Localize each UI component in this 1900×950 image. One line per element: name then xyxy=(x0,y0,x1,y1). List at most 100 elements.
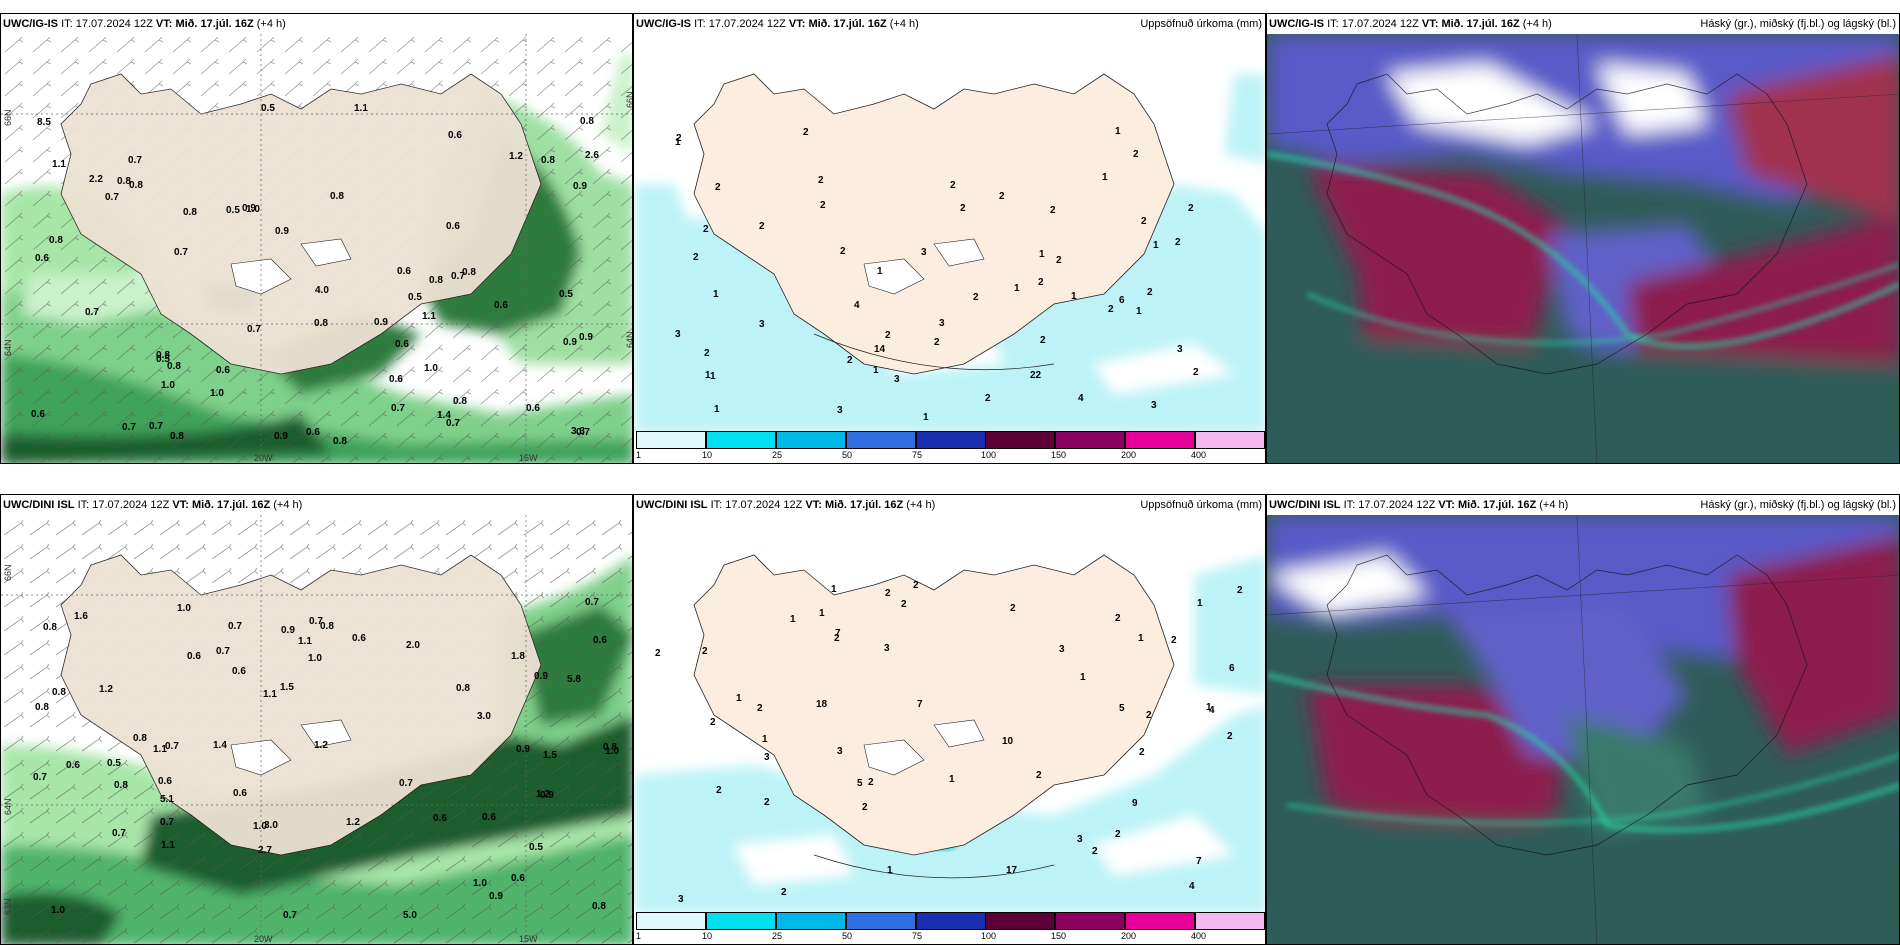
map-value-label: 0.8 xyxy=(592,901,606,912)
map-value-label: 4 xyxy=(854,300,860,311)
colorbar-segment xyxy=(916,912,986,930)
map-value-label: 2 xyxy=(703,224,709,235)
colorbar-segment xyxy=(1055,431,1125,449)
map-value-label: 1.5 xyxy=(280,682,294,693)
map-value-label: 0.6 xyxy=(395,339,409,350)
map-value-label: 0.6 xyxy=(593,635,607,646)
map-value-label: 6 xyxy=(1119,295,1125,306)
map-value-label: 1.2 xyxy=(346,817,360,828)
map-value-label: 0.7 xyxy=(105,192,119,203)
map-value-label: 22 xyxy=(1030,370,1042,381)
panel-header: UWC/DINI ISL IT: 17.07.2024 12Z VT: Mið.… xyxy=(1,495,632,515)
map-value-label: 3 xyxy=(675,329,681,340)
map-value-label: 0.5 xyxy=(156,354,170,365)
lon-label: 15W xyxy=(519,453,538,463)
map-value-label: 2 xyxy=(999,191,1005,202)
map-value-label: 2 xyxy=(1115,613,1121,624)
map-value-label: 2.6 xyxy=(585,150,599,161)
map-value-label: 4 xyxy=(1078,393,1084,404)
map-value-label: 0.8 xyxy=(129,180,143,191)
map-value-label: 1 xyxy=(705,370,711,381)
colorbar-segment xyxy=(916,431,986,449)
it-label: IT: xyxy=(1343,499,1356,511)
map-value-label: 1 xyxy=(831,584,837,595)
wind-map xyxy=(1,34,632,463)
map-value-label: 2 xyxy=(960,203,966,214)
map-value-label: 1.0 xyxy=(473,878,487,889)
map-value-label: 0.9 xyxy=(573,181,587,192)
map-value-label: 0.7 xyxy=(576,427,590,438)
colorbar-tick: 100 xyxy=(981,450,997,460)
colorbar-segment xyxy=(1195,431,1265,449)
map-value-label: 0.8 xyxy=(43,622,57,633)
map-value-label: 2 xyxy=(1141,216,1147,227)
wind-map xyxy=(1,515,632,944)
colorbar-tick: 1 xyxy=(636,931,642,941)
map-value-label: 3 xyxy=(764,752,770,763)
map-value-label: 0.7 xyxy=(451,271,465,282)
map-value-label: 0.6 xyxy=(35,253,49,264)
colorbar-segment xyxy=(1125,912,1195,930)
map-value-label: 1 xyxy=(1206,702,1212,713)
map-value-label: 0.6 xyxy=(433,813,447,824)
map-value-label: 2 xyxy=(1038,277,1044,288)
map-value-label: 6 xyxy=(1229,663,1235,674)
map-value-label: 1 xyxy=(1071,291,1077,302)
map-value-label: 17 xyxy=(1006,865,1018,876)
map-value-label: 0.9 xyxy=(274,431,288,442)
map-value-label: 1 xyxy=(675,137,681,148)
map-value-label: 2 xyxy=(1108,304,1114,315)
colorbar-tick: 150 xyxy=(1051,931,1067,941)
lat-label: 66N xyxy=(3,109,13,126)
map-value-label: 2 xyxy=(1115,829,1121,840)
panel-header: UWC/DINI ISL IT: 17.07.2024 12Z VT: Mið.… xyxy=(1267,495,1899,515)
map-value-label: 0.8 xyxy=(603,742,617,753)
map-value-label: 5.1 xyxy=(160,794,174,805)
map-value-label: 2.2 xyxy=(89,174,103,185)
map-value-label: 3.0 xyxy=(477,711,491,722)
colorbar-tick: 150 xyxy=(1051,450,1067,460)
map-value-label: 1 xyxy=(714,404,720,415)
map-value-label: 0.7 xyxy=(228,621,242,632)
map-value-label: 14 xyxy=(874,344,886,355)
map-value-label: 2 xyxy=(973,292,979,303)
map-value-label: 0.6 xyxy=(526,403,540,414)
map-value-label: 2 xyxy=(1036,770,1042,781)
map-value-label: 2 xyxy=(1188,203,1194,214)
panel-header: UWC/IG-IS IT: 17.07.2024 12Z VT: Mið. 17… xyxy=(1267,14,1899,34)
precip-panel-bottom: UWC/DINI ISL IT: 17.07.2024 12Z VT: Mið.… xyxy=(633,494,1266,945)
lead-time: (+4 h) xyxy=(906,499,936,511)
map-value-label: 2.7 xyxy=(258,845,272,856)
map-value-label: 0.8 xyxy=(52,687,66,698)
map-value-label: 2 xyxy=(868,777,874,788)
map-value-label: 0.8 xyxy=(35,702,49,713)
map-value-label: 2 xyxy=(1147,287,1153,298)
map-value-label: 3 xyxy=(939,318,945,329)
map-value-label: 2 xyxy=(885,330,891,341)
colorbar: 1 10 25 50 75 100 150 200 400 xyxy=(634,431,1265,463)
map-value-label: 1 xyxy=(1136,306,1142,317)
lat-label: 64N xyxy=(3,798,13,815)
colorbar-tick: 200 xyxy=(1121,450,1137,460)
map-value-label: 0.7 xyxy=(216,646,230,657)
map-value-label: 1 xyxy=(1153,240,1159,251)
map-value-label: 0.7 xyxy=(122,422,136,433)
map-value-label: 1.0 xyxy=(308,653,322,664)
map-value-label: 2 xyxy=(716,785,722,796)
map-value-label: 2 xyxy=(693,252,699,263)
map-value-label: 2 xyxy=(1133,149,1139,160)
map-value-label: 1.2 xyxy=(99,684,113,695)
lat-label: 64N xyxy=(3,339,13,356)
map-value-label: 5 xyxy=(857,778,863,789)
colorbar-segment xyxy=(706,912,776,930)
map-value-label: 0.8 xyxy=(114,780,128,791)
map-value-label: 2 xyxy=(1175,237,1181,248)
colorbar-segment xyxy=(636,431,706,449)
model-name: UWC/IG-IS xyxy=(3,18,58,30)
map-value-label: 2 xyxy=(1237,585,1243,596)
map-value-label: 3 xyxy=(894,374,900,385)
map-value-label: 1.0 xyxy=(605,746,619,757)
vt-label: VT: xyxy=(805,499,822,511)
precip-title: Uppsöfnuð úrkoma (mm) xyxy=(1140,499,1262,511)
map-value-label: 2 xyxy=(1092,846,1098,857)
